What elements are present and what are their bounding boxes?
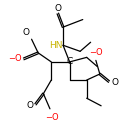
Text: O: O [112,78,119,87]
Text: −O: −O [8,54,22,63]
Text: HN: HN [49,41,62,50]
Text: O: O [54,4,61,14]
Text: −O: −O [89,48,103,57]
Text: O: O [23,28,30,37]
Text: −O: −O [45,113,59,122]
Text: C: C [66,57,73,66]
Text: O: O [27,100,34,110]
